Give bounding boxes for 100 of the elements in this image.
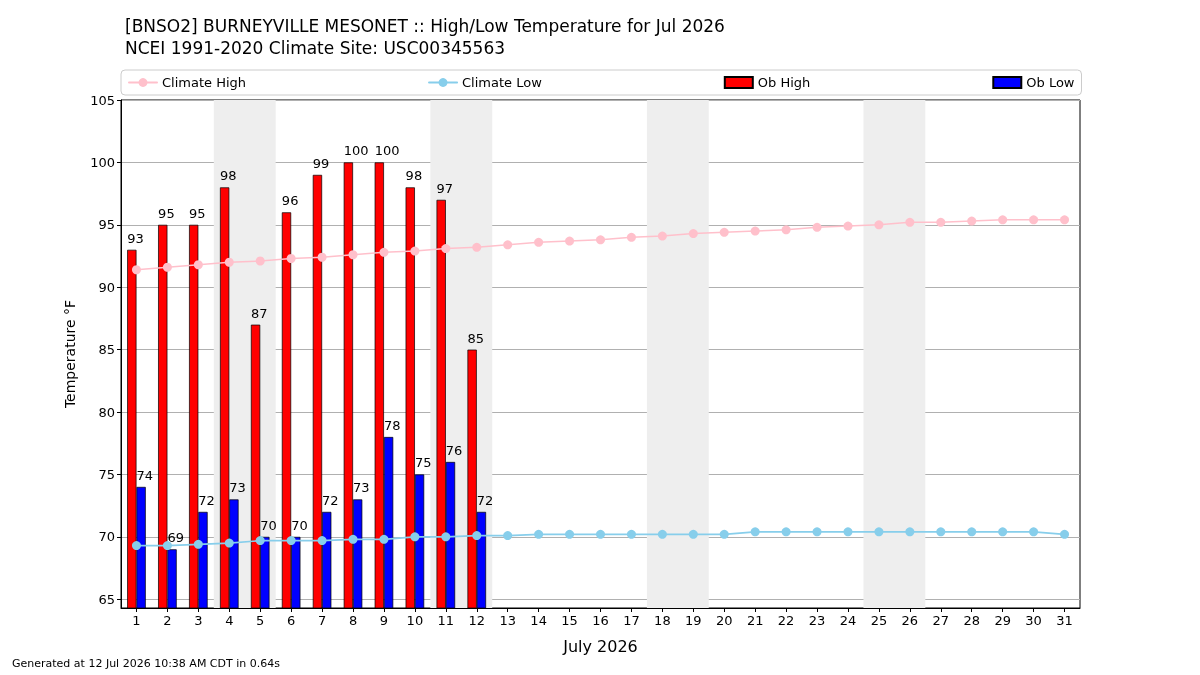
legend-label: Climate Low bbox=[462, 75, 543, 90]
x-tick-label: 24 bbox=[839, 613, 857, 628]
data-label: 100 bbox=[343, 143, 369, 159]
point bbox=[936, 527, 946, 537]
point bbox=[503, 531, 513, 541]
legend-label: Ob High bbox=[757, 75, 811, 90]
x-tick-label: 30 bbox=[1025, 613, 1042, 628]
y-tick-label: 70 bbox=[98, 529, 115, 545]
data-label: 75 bbox=[414, 455, 432, 471]
x-tick-label: 18 bbox=[654, 613, 671, 628]
x-tick-label: 8 bbox=[348, 613, 358, 628]
x-tick-label: 29 bbox=[994, 613, 1011, 628]
x-tick-label: 14 bbox=[530, 613, 547, 628]
point bbox=[688, 229, 698, 239]
point bbox=[317, 252, 327, 262]
y-tick-label: 65 bbox=[98, 591, 115, 607]
x-tick-label: 27 bbox=[932, 613, 950, 628]
point bbox=[750, 527, 760, 537]
x-tick-label: 12 bbox=[468, 613, 486, 628]
point bbox=[781, 527, 791, 537]
point bbox=[379, 247, 389, 257]
data-label: 76 bbox=[445, 442, 463, 458]
point bbox=[131, 541, 141, 551]
x-tick-label: 7 bbox=[317, 613, 327, 628]
data-label: 78 bbox=[383, 418, 401, 433]
point bbox=[781, 225, 791, 235]
point bbox=[441, 244, 451, 254]
y-tick-label: 95 bbox=[98, 217, 115, 233]
x-axis-title: July 2026 bbox=[562, 636, 638, 656]
y-tick-label: 80 bbox=[98, 404, 115, 420]
point bbox=[1029, 527, 1039, 537]
x-tick-label: 9 bbox=[379, 613, 389, 628]
point bbox=[719, 529, 729, 539]
point bbox=[441, 532, 451, 542]
y-tick-label: 75 bbox=[98, 466, 115, 482]
data-label: 87 bbox=[250, 305, 268, 321]
x-tick-label: 28 bbox=[963, 613, 980, 628]
x-tick-label: 11 bbox=[437, 613, 455, 628]
point bbox=[379, 534, 389, 544]
x-tick-label: 17 bbox=[623, 613, 640, 628]
point bbox=[348, 534, 358, 544]
legend-label: Climate High bbox=[162, 75, 247, 90]
point bbox=[410, 246, 420, 256]
data-label: 93 bbox=[127, 230, 144, 246]
x-tick-label: 6 bbox=[287, 613, 296, 628]
point bbox=[534, 529, 544, 539]
point bbox=[162, 541, 172, 551]
x-tick-label: 26 bbox=[901, 613, 919, 628]
x-tick-label: 22 bbox=[777, 613, 795, 628]
point bbox=[286, 254, 296, 264]
point bbox=[348, 250, 358, 260]
data-label: 73 bbox=[229, 480, 246, 496]
point bbox=[657, 231, 667, 241]
point bbox=[534, 237, 544, 247]
chart-subtitle: NCEI 1991-2020 Climate Site: USC00345563 bbox=[125, 37, 506, 58]
data-label: 70 bbox=[260, 517, 277, 533]
point bbox=[565, 236, 575, 246]
point bbox=[193, 539, 203, 549]
data-label: 98 bbox=[219, 168, 237, 184]
point bbox=[967, 216, 977, 226]
point bbox=[1029, 215, 1039, 225]
x-tick-label: 25 bbox=[870, 613, 888, 628]
chart-title: [BNSO2] BURNEYVILLE MESONET :: High/Low Temperature for Jul 2026 bbox=[125, 15, 725, 36]
point bbox=[967, 527, 977, 537]
y-tick-label: 90 bbox=[98, 279, 115, 295]
point bbox=[905, 527, 915, 537]
point bbox=[812, 222, 822, 232]
point bbox=[255, 536, 265, 546]
point bbox=[750, 226, 760, 236]
data-label: 69 bbox=[167, 530, 184, 546]
data-label: 85 bbox=[467, 330, 485, 346]
point bbox=[286, 536, 296, 546]
point bbox=[472, 242, 482, 252]
data-label: 100 bbox=[374, 143, 400, 159]
x-tick-label: 3 bbox=[194, 613, 203, 628]
data-label: 98 bbox=[405, 168, 423, 184]
x-tick-label: 19 bbox=[685, 613, 702, 628]
x-tick-label: 21 bbox=[746, 613, 764, 628]
x-tick-label: 1 bbox=[132, 613, 141, 628]
y-tick-label: 100 bbox=[90, 154, 115, 170]
y-axis-title: Temperature °F bbox=[62, 299, 78, 410]
point bbox=[224, 257, 234, 267]
text: Generated at 12 Jul 2026 10:38 AM CDT in 0.64s bbox=[12, 657, 281, 670]
point bbox=[565, 529, 575, 539]
data-label: 95 bbox=[189, 205, 206, 221]
x-tick-label: 31 bbox=[1056, 613, 1073, 628]
x-tick-label: 16 bbox=[592, 613, 609, 628]
data-label: 72 bbox=[198, 492, 215, 508]
x-tick-label: 23 bbox=[808, 613, 826, 628]
point bbox=[596, 235, 605, 245]
data-label: 72 bbox=[476, 492, 494, 508]
x-tick-label: 2 bbox=[163, 613, 172, 628]
y-tick-label: 85 bbox=[98, 342, 115, 358]
point bbox=[255, 256, 265, 266]
point bbox=[843, 221, 853, 231]
data-label: 73 bbox=[353, 480, 370, 496]
point bbox=[998, 215, 1008, 225]
point bbox=[472, 531, 482, 541]
x-tick-label: 4 bbox=[225, 613, 234, 628]
data-label: 74 bbox=[136, 467, 154, 483]
